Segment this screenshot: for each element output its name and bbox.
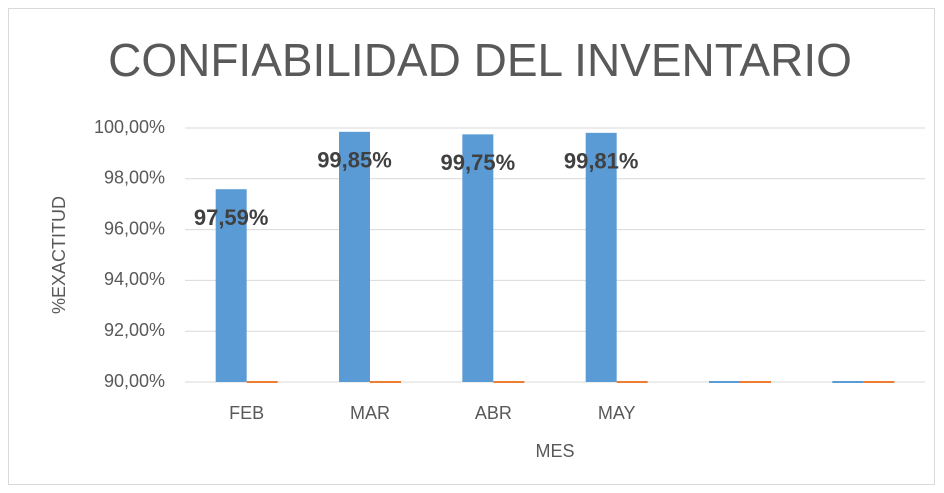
data-label: 99,75%	[441, 150, 516, 175]
x-tick-label: FEB	[229, 403, 264, 423]
bar	[462, 134, 494, 382]
bar	[709, 381, 740, 383]
x-tick-label: MAY	[598, 403, 636, 423]
bar	[585, 132, 617, 382]
data-label: 99,85%	[317, 148, 392, 173]
bar	[215, 189, 247, 382]
bar	[740, 381, 771, 383]
x-tick-label: ABR	[475, 403, 512, 423]
bar	[339, 131, 370, 382]
bar	[370, 381, 401, 383]
x-axis-label: MES	[535, 441, 574, 461]
y-axis-label: %EXACTITUD	[49, 196, 69, 314]
x-tick-label: MAR	[350, 403, 390, 423]
y-tick-label: 90,00%	[104, 371, 165, 391]
bar	[246, 381, 278, 383]
bar	[863, 381, 895, 383]
y-tick-label: 100,00%	[94, 117, 165, 137]
bar	[493, 381, 525, 383]
data-label: 97,59%	[194, 205, 269, 230]
data-label: 99,81%	[564, 149, 639, 174]
bar	[616, 381, 648, 383]
chart-title: CONFIABILIDAD DEL INVENTARIO	[108, 34, 852, 86]
y-tick-label: 96,00%	[104, 218, 165, 238]
y-tick-label: 98,00%	[104, 168, 165, 188]
y-tick-label: 94,00%	[104, 269, 165, 289]
y-tick-label: 92,00%	[104, 320, 165, 340]
bar	[832, 381, 864, 383]
